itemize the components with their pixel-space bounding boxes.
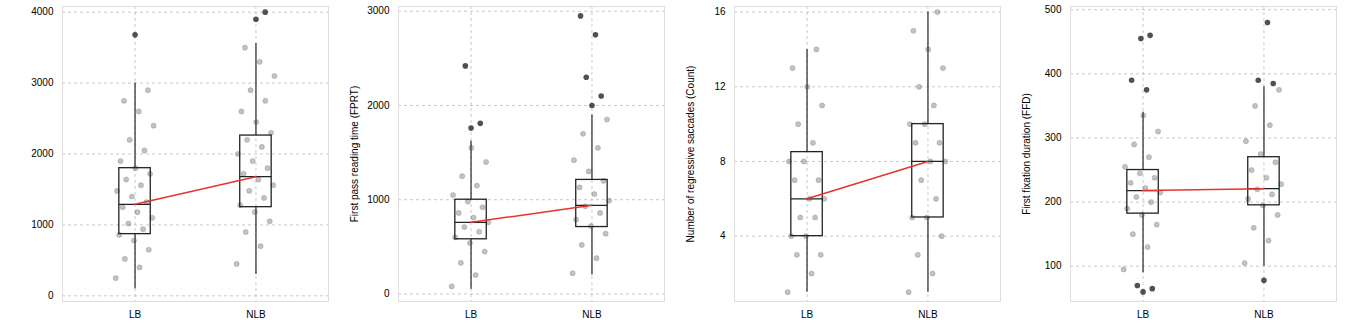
svg-text:NLB: NLB [246,309,266,320]
svg-text:400: 400 [1045,68,1062,79]
svg-text:8: 8 [720,156,726,167]
svg-text:LB: LB [801,309,814,320]
svg-text:LB: LB [465,309,478,320]
svg-text:LB: LB [1137,309,1150,320]
svg-text:1000: 1000 [367,194,390,205]
svg-text:4000: 4000 [31,6,54,17]
svg-text:100: 100 [1045,260,1062,271]
svg-text:NLB: NLB [582,309,602,320]
svg-text:Number of regressive saccades: Number of regressive saccades (Count) [685,66,696,243]
svg-text:First pass reading time (FPRT): First pass reading time (FPRT) [349,86,360,223]
svg-text:200: 200 [1045,196,1062,207]
svg-text:2000: 2000 [31,148,54,159]
svg-text:2000: 2000 [367,100,390,111]
svg-text:LB: LB [129,309,142,320]
svg-text:3000: 3000 [367,5,390,16]
svg-text:300: 300 [1045,132,1062,143]
svg-text:3000: 3000 [31,77,54,88]
svg-text:500: 500 [1045,4,1062,15]
svg-text:NLB: NLB [1254,309,1274,320]
svg-text:NLB: NLB [918,309,938,320]
svg-text:First fixation duration (FFD): First fixation duration (FFD) [1021,93,1032,215]
svg-text:12: 12 [714,81,726,92]
svg-text:16: 16 [714,6,726,17]
svg-text:0: 0 [48,290,54,301]
svg-text:0: 0 [384,288,390,299]
svg-text:4: 4 [720,230,726,241]
svg-text:1000: 1000 [31,219,54,230]
